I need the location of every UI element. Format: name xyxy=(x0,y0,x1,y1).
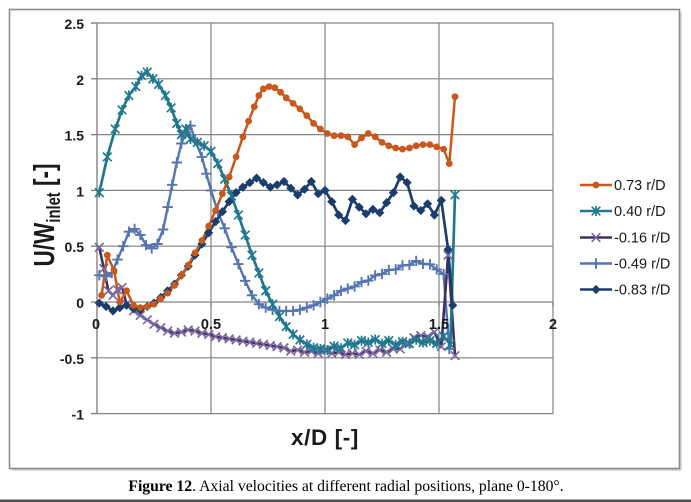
svg-text:0: 0 xyxy=(76,295,84,311)
svg-text:2.5: 2.5 xyxy=(65,16,85,32)
svg-text:0.5: 0.5 xyxy=(201,317,221,333)
svg-text:0.5: 0.5 xyxy=(65,239,85,255)
svg-text:1.5: 1.5 xyxy=(65,128,85,144)
svg-text:1: 1 xyxy=(76,183,84,199)
svg-text:0: 0 xyxy=(92,317,100,333)
svg-text:0.73 r/D: 0.73 r/D xyxy=(614,178,666,194)
svg-text:-0.83 r/D: -0.83 r/D xyxy=(614,283,670,299)
svg-text:Figure 12. Axial velocities at: Figure 12. Axial velocities at different… xyxy=(128,478,563,495)
svg-text:-0.49 r/D: -0.49 r/D xyxy=(614,257,670,273)
svg-text:2: 2 xyxy=(549,317,557,333)
svg-text:-0.5: -0.5 xyxy=(60,351,84,367)
svg-text:x/D [-]: x/D [-] xyxy=(291,425,359,450)
svg-text:2: 2 xyxy=(76,72,84,88)
svg-text:1: 1 xyxy=(321,317,329,333)
svg-text:0.40 r/D: 0.40 r/D xyxy=(614,204,666,220)
svg-text:-1: -1 xyxy=(72,407,85,423)
svg-text:-0.16 r/D: -0.16 r/D xyxy=(614,231,670,247)
svg-text:1.5: 1.5 xyxy=(429,317,449,333)
